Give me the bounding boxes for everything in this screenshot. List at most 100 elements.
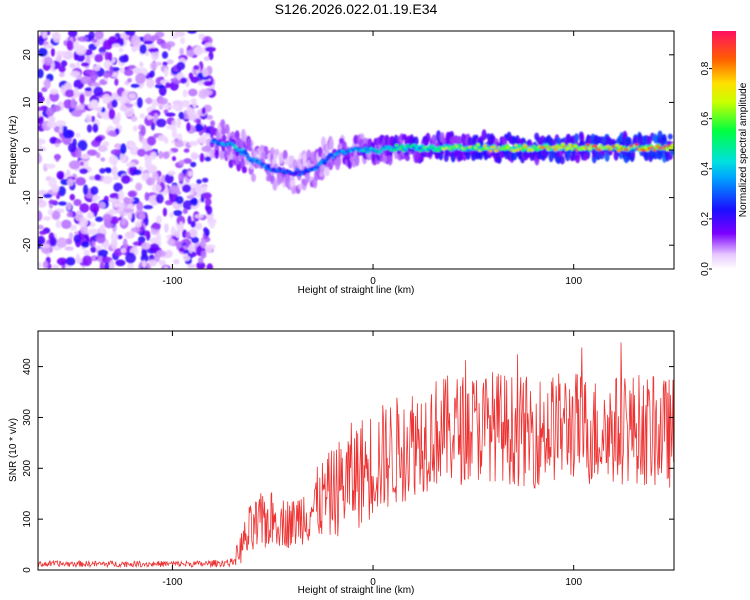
heatmap-cell: [39, 230, 47, 235]
heatmap-cell: [324, 166, 330, 177]
heatmap-cell: [319, 163, 325, 173]
heatmap-cell: [155, 215, 163, 224]
heatmap-cell: [177, 133, 183, 141]
heatmap-cell: [634, 143, 639, 147]
chart-title: S126.2026.022.01.19.E34: [275, 1, 438, 17]
heatmap-cell: [186, 106, 193, 116]
heatmap-cell: [190, 220, 196, 228]
heatmap-cell: [667, 133, 673, 140]
heatmap-cell: [90, 82, 101, 88]
heatmap-cell: [191, 237, 199, 244]
heatmap-cell: [61, 219, 72, 229]
heatmap-cell: [90, 246, 97, 253]
heatmap-cell: [190, 229, 197, 238]
heatmap-cell: [60, 85, 66, 95]
heatmap-cell: [158, 150, 164, 159]
heatmap-cell: [174, 141, 184, 148]
heatmap-cell: [86, 124, 93, 133]
heatmap-cell: [139, 113, 146, 119]
heatmap-cell: [109, 92, 119, 103]
heatmap-cell: [139, 44, 147, 54]
heatmap-cell: [166, 125, 176, 130]
snr-y-axis-label: SNR (10 * v/v): [8, 418, 19, 482]
heatmap-cell: [104, 262, 110, 269]
heatmap-cell: [89, 71, 99, 81]
heatmap-cell: [116, 37, 124, 44]
heatmap-cell: [55, 220, 62, 229]
heatmap-cell: [201, 67, 209, 77]
heatmap-cell: [58, 124, 63, 134]
heatmap-y-axis-label: Frequency (Hz): [8, 116, 19, 185]
heatmap-cell: [149, 62, 158, 70]
heatmap-cell: [42, 31, 48, 39]
heatmap-cell: [88, 228, 99, 235]
heatmap-cell: [166, 238, 176, 246]
heatmap-cell: [230, 131, 236, 140]
heatmap-cell: [305, 172, 311, 183]
heatmap-cell: [43, 193, 53, 198]
heatmap-cell: [43, 44, 54, 49]
y-tick-label: 300: [22, 409, 33, 426]
heatmap-cell: [172, 100, 183, 106]
heatmap-cell: [186, 122, 191, 132]
heatmap-cell: [144, 192, 150, 201]
heatmap-cell: [118, 47, 124, 53]
heatmap-cell: [188, 140, 199, 147]
heatmap-cell: [113, 182, 123, 192]
heatmap-cell: [154, 84, 165, 89]
heatmap-cell: [171, 132, 178, 139]
colorbar-bar: [712, 31, 736, 269]
heatmap-cell: [119, 67, 125, 74]
heatmap-cell: [124, 31, 136, 36]
heatmap-cell: [131, 45, 138, 53]
heatmap-cell: [167, 170, 176, 176]
heatmap-cell: [102, 93, 111, 105]
heatmap-cell: [204, 46, 216, 52]
heatmap-cell: [544, 144, 549, 148]
heatmap-cell: [152, 222, 161, 230]
heatmap-cell: [94, 31, 104, 40]
heatmap-cell: [387, 154, 393, 166]
heatmap-cell: [51, 104, 61, 112]
heatmap-cell: [48, 200, 58, 205]
heatmap-cell: [112, 175, 120, 181]
colorbar-ticks: 0.0 0.2 0.4 0.6 0.8: [700, 61, 712, 276]
heatmap-cell: [456, 136, 462, 145]
heatmap-cell: [661, 134, 667, 142]
snr-x-axis-label: Height of straight line (km): [298, 585, 415, 596]
heatmap-cell: [671, 143, 674, 147]
snr-y-ticks: 0 100 200 300 400: [22, 358, 674, 573]
heatmap-cell: [187, 31, 197, 34]
heatmap-cell: [46, 120, 57, 128]
heatmap-cell: [130, 227, 141, 233]
heatmap-cell: [263, 145, 269, 153]
heatmap-cell: [642, 148, 647, 152]
heatmap-cell: [94, 174, 101, 181]
heatmap-cell: [365, 151, 370, 155]
heatmap-cell: [181, 101, 191, 108]
heatmap-cell: [58, 72, 65, 78]
heatmap-cell: [174, 229, 181, 238]
heatmap-cell: [38, 224, 44, 230]
heatmap-cell: [559, 155, 565, 165]
heatmap-cell: [65, 257, 76, 266]
heatmap-cell: [144, 97, 153, 104]
colorbar-tick-label: 0.2: [700, 212, 711, 226]
heatmap-cell: [284, 176, 290, 188]
heatmap-cell: [43, 56, 53, 66]
heatmap-cell: [151, 98, 156, 110]
y-tick-label: 200: [22, 460, 33, 477]
heatmap-cell: [162, 104, 173, 109]
heatmap-cell: [102, 175, 113, 185]
heatmap-cell: [169, 212, 174, 219]
heatmap-cell: [200, 250, 207, 259]
heatmap-cell: [118, 55, 128, 63]
heatmap-cell: [138, 236, 146, 243]
heatmap-cell: [44, 163, 56, 169]
heatmap-cell: [46, 97, 51, 106]
heatmap-cell: [203, 80, 214, 86]
heatmap-cell: [240, 129, 246, 141]
heatmap-cell: [167, 43, 172, 51]
heatmap-cell: [582, 153, 588, 161]
